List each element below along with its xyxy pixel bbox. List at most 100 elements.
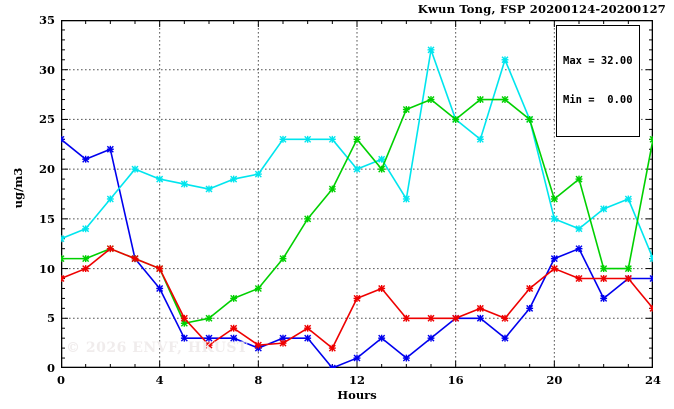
data-point-marker: [82, 255, 90, 263]
data-point-marker: [624, 265, 632, 273]
data-point-marker: [82, 265, 90, 273]
data-point-marker: [279, 135, 287, 143]
data-point-marker: [476, 304, 484, 312]
data-point-marker: [61, 135, 65, 143]
data-point-marker: [550, 215, 558, 223]
data-point-marker: [501, 334, 509, 342]
data-point-marker: [205, 334, 213, 342]
legend-min-label: Min = 0.00: [563, 94, 633, 106]
data-point-marker: [131, 255, 139, 263]
data-point-marker: [304, 334, 312, 342]
data-point-marker: [378, 284, 386, 292]
data-point-marker: [624, 275, 632, 283]
data-point-marker: [427, 96, 435, 104]
data-point-marker: [575, 275, 583, 283]
x-axis-tick-labels: 0 4 8 12 16 20 24: [57, 373, 661, 389]
data-point-marker: [180, 180, 188, 188]
data-point-marker: [353, 294, 361, 302]
data-point-marker: [624, 195, 632, 203]
data-point-marker: [180, 334, 188, 342]
series-red: [61, 245, 653, 352]
data-point-marker: [600, 265, 608, 273]
x-tick-label: 20: [546, 373, 563, 387]
data-point-marker: [254, 170, 262, 178]
x-tick-label: 16: [447, 373, 464, 387]
y-axis-tick-labels: 0 5 10 15 20 25 30 35: [26, 13, 55, 375]
legend-max-label: Max = 32.00: [563, 55, 633, 67]
data-point-marker: [328, 344, 336, 352]
data-point-marker: [452, 115, 460, 123]
data-point-marker: [427, 334, 435, 342]
data-point-marker: [550, 255, 558, 263]
data-point-marker: [649, 255, 653, 263]
data-point-marker: [328, 135, 336, 143]
data-point-marker: [106, 145, 114, 153]
data-point-marker: [402, 354, 410, 362]
data-point-marker: [328, 364, 336, 368]
y-tick-label: 35: [38, 13, 55, 27]
data-point-marker: [649, 275, 653, 283]
watermark: © 2026 ENVF, HKUST: [66, 340, 248, 356]
plot-frame: [61, 20, 653, 368]
data-point-marker: [476, 96, 484, 104]
y-axis-label: ug/m3: [11, 167, 25, 209]
x-axis-label: Hours: [337, 388, 377, 402]
data-point-marker: [501, 56, 509, 64]
data-point-marker: [230, 294, 238, 302]
data-point-marker: [600, 275, 608, 283]
data-point-marker: [402, 105, 410, 113]
data-point-marker: [61, 235, 65, 243]
y-tick-label: 10: [38, 261, 55, 276]
data-point-marker: [378, 165, 386, 173]
data-point-marker: [353, 165, 361, 173]
data-point-marker: [106, 245, 114, 253]
data-point-marker: [131, 165, 139, 173]
data-point-marker: [600, 205, 608, 213]
data-point-marker: [230, 334, 238, 342]
data-point-marker: [378, 334, 386, 342]
data-point-marker: [353, 354, 361, 362]
data-point-marker: [156, 265, 164, 273]
data-point-marker: [106, 195, 114, 203]
data-point-marker: [575, 225, 583, 233]
data-point-marker: [476, 135, 484, 143]
data-point-marker: [254, 284, 262, 292]
data-point-marker: [649, 135, 653, 143]
y-tick-label: 30: [38, 62, 55, 77]
data-point-marker: [254, 341, 262, 349]
data-point-marker: [230, 175, 238, 183]
y-tick-label: 5: [46, 311, 55, 326]
data-point-marker: [205, 314, 213, 322]
data-point-marker: [304, 135, 312, 143]
x-tick-label: 12: [348, 373, 366, 387]
data-point-marker: [526, 304, 534, 312]
data-point-marker: [501, 96, 509, 104]
data-point-marker: [279, 339, 287, 347]
data-point-marker: [600, 294, 608, 302]
data-point-marker: [550, 195, 558, 203]
data-point-marker: [304, 324, 312, 332]
data-point-marker: [526, 284, 534, 292]
data-point-marker: [304, 215, 312, 223]
series-blue: [61, 135, 653, 368]
data-point-marker: [501, 314, 509, 322]
data-point-marker: [649, 304, 653, 312]
data-point-marker: [353, 135, 361, 143]
chart-title: Kwun Tong, FSP 20200124-20200127: [417, 2, 666, 16]
y-tick-label: 0: [46, 361, 55, 375]
y-tick-label: 20: [38, 162, 55, 177]
x-tick-label: 4: [155, 373, 164, 387]
data-point-marker: [575, 175, 583, 183]
data-point-marker: [476, 314, 484, 322]
data-point-marker: [452, 314, 460, 322]
y-axis-label-container: ug/m3: [11, 20, 25, 368]
data-point-marker: [180, 314, 188, 322]
data-point-marker: [82, 155, 90, 163]
plot-area: [61, 20, 653, 368]
stats-legend-box: Max = 32.00 Min = 0.00: [556, 25, 640, 137]
x-tick-label: 24: [644, 373, 662, 387]
y-tick-label: 15: [38, 211, 55, 226]
data-point-marker: [402, 195, 410, 203]
data-point-marker: [575, 245, 583, 253]
